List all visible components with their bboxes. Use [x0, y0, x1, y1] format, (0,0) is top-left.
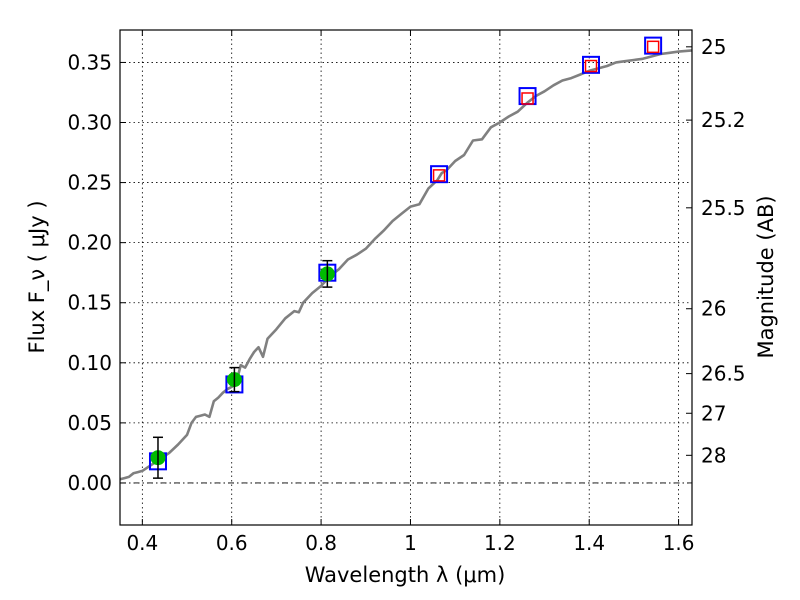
model-spectrum-layer: [119, 49, 693, 481]
y-tick-label: 0.05: [67, 411, 112, 435]
ticks-layer: 0.4 0.6 0.8 1 1.2 1.4 1.6 0.00 0.05 0.10 0.15 0.20 0…: [67, 30, 746, 555]
model-band-square: [582, 55, 601, 74]
predicted-flux-square: [432, 169, 446, 182]
y-tick-label: 0.15: [67, 291, 112, 315]
right-tick-label: 27: [701, 401, 726, 425]
x-tick-label: 0.8: [305, 531, 337, 555]
right-tick-label: 28: [701, 443, 726, 467]
y-tick-label: 0.10: [67, 351, 112, 375]
model-band-square: [430, 165, 449, 184]
right-axis-label: Magnitude (AB): [754, 195, 778, 358]
markers-layer: [148, 36, 663, 479]
plot-frame: [119, 29, 693, 526]
x-tick-label: 1.4: [573, 531, 605, 555]
model-spectrum-line: [119, 49, 693, 481]
x-tick-label: 1: [404, 531, 417, 555]
y-axis-label: Flux F_ν ( μJy ): [25, 200, 50, 353]
predicted-flux-square: [584, 59, 598, 73]
predicted-flux-square: [646, 40, 660, 54]
y-tick-label: 0.00: [67, 471, 112, 495]
x-axis-label: Wavelength λ (μm): [305, 563, 506, 587]
grid: [120, 30, 692, 525]
x-tick-label: 1.6: [663, 531, 695, 555]
y-tick-label: 0.35: [67, 50, 112, 74]
right-tick-label: 25.5: [701, 196, 746, 220]
x-tick-label: 0.4: [126, 531, 158, 555]
right-tick-label: 26.5: [701, 362, 746, 386]
right-tick-label: 26: [701, 297, 726, 321]
y-tick-label: 0.20: [67, 231, 112, 255]
y-tick-label: 0.30: [67, 111, 112, 135]
y-tick-label: 0.25: [67, 171, 112, 195]
x-tick-label: 1.2: [484, 531, 516, 555]
x-tick-label: 0.6: [216, 531, 248, 555]
predicted-flux-square: [521, 92, 534, 105]
right-tick-label: 25.2: [701, 108, 746, 132]
model-band-square: [644, 36, 663, 55]
right-tick-label: 25: [701, 35, 726, 59]
